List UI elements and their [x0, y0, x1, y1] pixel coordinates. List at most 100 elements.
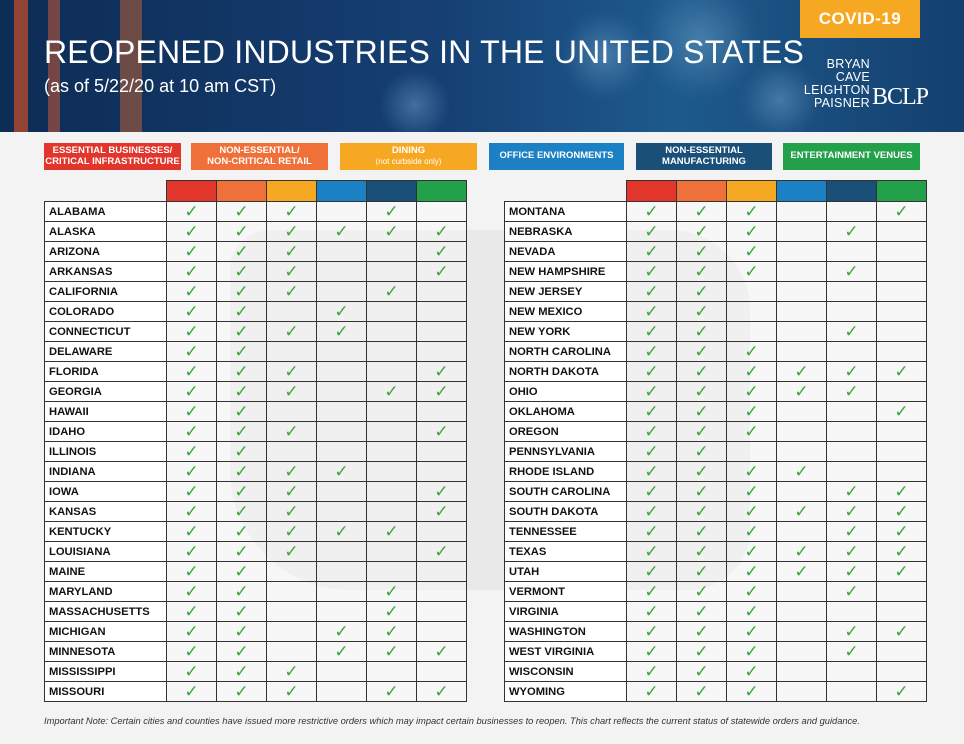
checkmark-icon: ✓ [366, 641, 417, 662]
empty-cell [416, 321, 467, 342]
state-name: MINNESOTA [44, 641, 167, 662]
empty-cell [266, 601, 317, 622]
checkmark-icon: ✓ [876, 361, 927, 382]
state-name: CONNECTICUT [44, 321, 167, 342]
table-row: WASHINGTON ✓ ✓ ✓ ✓ ✓ [504, 621, 927, 642]
empty-cell [366, 301, 417, 322]
empty-cell [316, 501, 367, 522]
empty-cell [416, 521, 467, 542]
category-color-header [676, 180, 727, 202]
table-row: NEW JERSEY ✓ ✓ [504, 281, 927, 302]
state-name: WASHINGTON [504, 621, 627, 642]
empty-cell [266, 301, 317, 322]
checkmark-icon: ✓ [776, 501, 827, 522]
empty-cell [876, 661, 927, 682]
state-name: CALIFORNIA [44, 281, 167, 302]
checkmark-icon: ✓ [166, 281, 217, 302]
empty-cell [416, 401, 467, 422]
checkmark-icon: ✓ [366, 201, 417, 222]
empty-cell [826, 401, 877, 422]
checkmark-icon: ✓ [726, 581, 777, 602]
table-row: ALABAMA ✓ ✓ ✓ ✓ [44, 201, 467, 222]
category-color-header [876, 180, 927, 202]
state-name: IDAHO [44, 421, 167, 442]
decorative-stripe [48, 0, 60, 132]
checkmark-icon: ✓ [216, 461, 267, 482]
checkmark-icon: ✓ [416, 261, 467, 282]
checkmark-icon: ✓ [216, 601, 267, 622]
legend-label: OFFICE ENVIRONMENTS [499, 150, 614, 162]
table-row: NEVADA ✓ ✓ ✓ [504, 241, 927, 262]
empty-cell [416, 581, 467, 602]
checkmark-icon: ✓ [826, 641, 877, 662]
checkmark-icon: ✓ [726, 401, 777, 422]
checkmark-icon: ✓ [266, 541, 317, 562]
checkmark-icon: ✓ [626, 241, 677, 262]
checkmark-icon: ✓ [166, 341, 217, 362]
category-color-header [626, 180, 677, 202]
checkmark-icon: ✓ [726, 221, 777, 242]
checkmark-icon: ✓ [266, 481, 317, 502]
checkmark-icon: ✓ [726, 601, 777, 622]
empty-cell [776, 601, 827, 622]
legend-label: MANUFACTURING [662, 155, 746, 167]
checkmark-icon: ✓ [166, 441, 217, 462]
checkmark-icon: ✓ [416, 501, 467, 522]
empty-cell [366, 501, 417, 522]
empty-cell [876, 461, 927, 482]
checkmark-icon: ✓ [876, 201, 927, 222]
checkmark-icon: ✓ [626, 521, 677, 542]
checkmark-icon: ✓ [726, 201, 777, 222]
table-row: WEST VIRGINIA ✓ ✓ ✓ ✓ [504, 641, 927, 662]
footnote: Important Note: Certain cities and count… [44, 716, 860, 726]
checkmark-icon: ✓ [626, 661, 677, 682]
table-row: OREGON ✓ ✓ ✓ [504, 421, 927, 442]
state-name: WYOMING [504, 681, 627, 702]
logo-line: PAISNER [813, 96, 870, 110]
checkmark-icon: ✓ [876, 621, 927, 642]
table-row: ALASKA ✓ ✓ ✓ ✓ ✓ ✓ [44, 221, 467, 242]
empty-cell [316, 581, 367, 602]
table-row: MAINE ✓ ✓ [44, 561, 467, 582]
empty-cell [316, 281, 367, 302]
checkmark-icon: ✓ [726, 381, 777, 402]
logo-mark: BCLP [872, 84, 929, 110]
checkmark-icon: ✓ [166, 541, 217, 562]
empty-cell [876, 221, 927, 242]
checkmark-icon: ✓ [726, 461, 777, 482]
checkmark-icon: ✓ [216, 621, 267, 642]
checkmark-icon: ✓ [216, 421, 267, 442]
checkmark-icon: ✓ [266, 281, 317, 302]
table-row: KANSAS ✓ ✓ ✓ ✓ [44, 501, 467, 522]
checkmark-icon: ✓ [166, 261, 217, 282]
checkmark-icon: ✓ [166, 661, 217, 682]
checkmark-icon: ✓ [416, 421, 467, 442]
category-color-header [726, 180, 777, 202]
empty-cell [316, 681, 367, 702]
empty-cell [876, 321, 927, 342]
checkmark-icon: ✓ [366, 381, 417, 402]
empty-cell [316, 341, 367, 362]
checkmark-icon: ✓ [676, 641, 727, 662]
state-name: COLORADO [44, 301, 167, 322]
state-name: INDIANA [44, 461, 167, 482]
state-name: NEBRASKA [504, 221, 627, 242]
checkmark-icon: ✓ [316, 461, 367, 482]
empty-cell [266, 561, 317, 582]
empty-cell [776, 241, 827, 262]
checkmark-icon: ✓ [266, 681, 317, 702]
checkmark-icon: ✓ [216, 401, 267, 422]
state-name: NEW HAMPSHIRE [504, 261, 627, 282]
state-name: MAINE [44, 561, 167, 582]
checkmark-icon: ✓ [776, 461, 827, 482]
state-name: SOUTH CAROLINA [504, 481, 627, 502]
state-name: KANSAS [44, 501, 167, 522]
checkmark-icon: ✓ [726, 621, 777, 642]
logo-line: LEIGHTON [803, 83, 870, 97]
empty-cell [266, 581, 317, 602]
empty-cell [826, 341, 877, 362]
empty-cell [416, 341, 467, 362]
checkmark-icon: ✓ [826, 361, 877, 382]
checkmark-icon: ✓ [626, 321, 677, 342]
checkmark-icon: ✓ [266, 261, 317, 282]
